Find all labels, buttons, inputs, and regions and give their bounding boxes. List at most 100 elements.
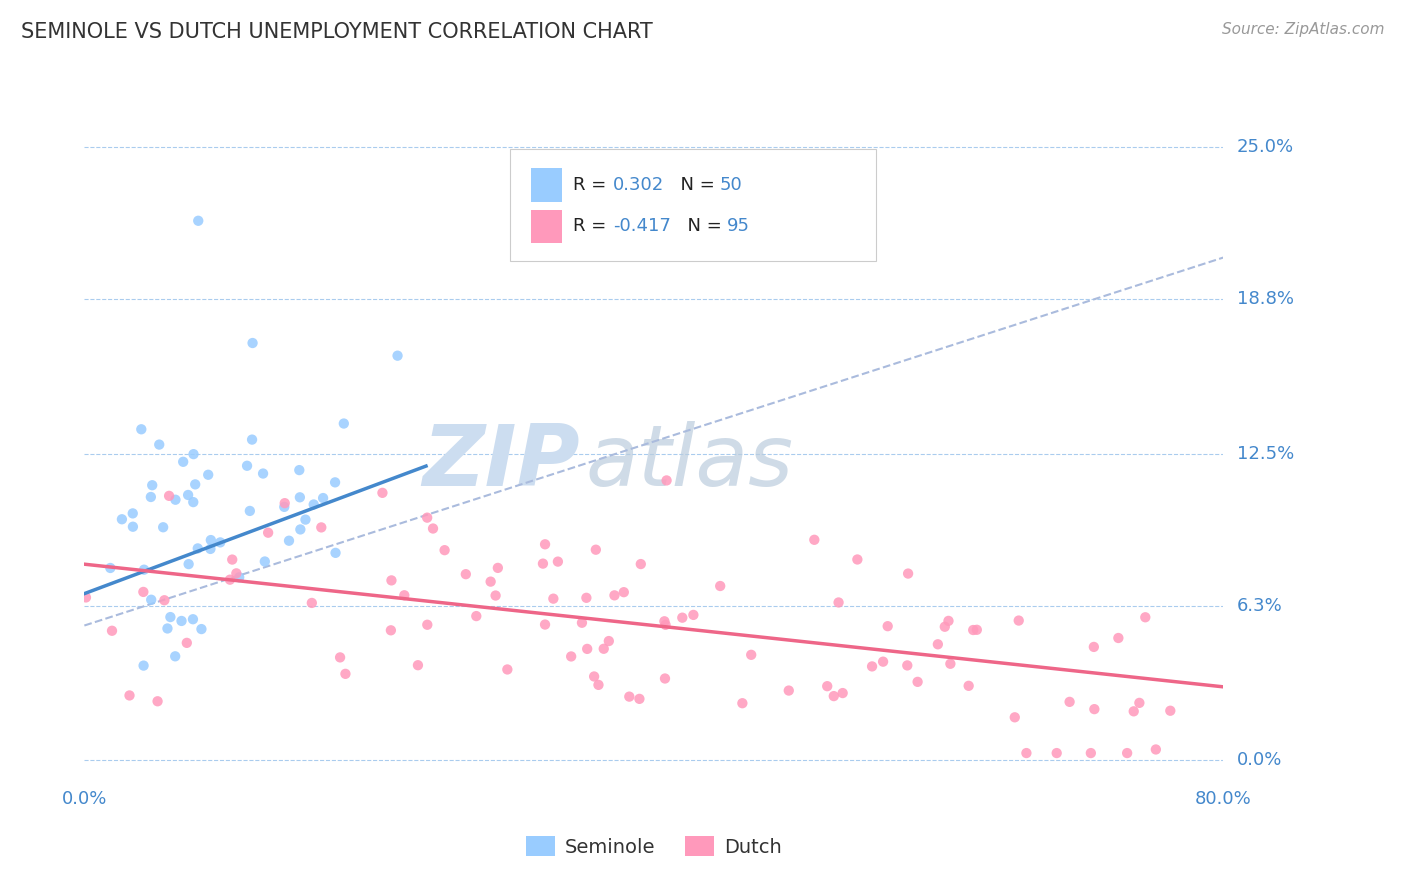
Point <box>709 579 731 593</box>
Point <box>1080 746 1102 760</box>
Point <box>146 694 169 708</box>
Point <box>671 610 693 624</box>
Point <box>288 463 311 477</box>
Point <box>583 669 606 683</box>
Point <box>1122 704 1144 718</box>
Text: 50: 50 <box>720 176 742 194</box>
Point <box>907 674 929 689</box>
Point <box>592 641 614 656</box>
Point <box>628 691 651 706</box>
Point <box>1015 746 1038 760</box>
Point <box>176 636 198 650</box>
Text: N =: N = <box>669 176 720 194</box>
Point <box>98 561 121 575</box>
Text: R =: R = <box>574 217 613 235</box>
Text: 95: 95 <box>727 217 749 235</box>
Point <box>938 614 960 628</box>
Point <box>118 689 141 703</box>
Point <box>731 696 754 710</box>
Point <box>654 615 676 629</box>
Point <box>897 566 920 581</box>
Point <box>416 617 439 632</box>
Point <box>1144 742 1167 756</box>
Point <box>654 672 676 686</box>
Text: R =: R = <box>574 176 613 194</box>
Point <box>571 615 593 630</box>
Point <box>177 488 200 502</box>
Point <box>1107 631 1129 645</box>
Point <box>273 500 295 514</box>
Point <box>603 588 626 602</box>
Point <box>387 349 409 363</box>
Point <box>153 593 176 607</box>
Point <box>302 498 325 512</box>
Point <box>406 658 429 673</box>
Point <box>630 557 652 571</box>
Point <box>962 623 984 637</box>
Point <box>585 542 607 557</box>
Point <box>253 554 276 568</box>
Point <box>184 477 207 491</box>
Point <box>181 612 204 626</box>
Point <box>141 592 163 607</box>
Text: Source: ZipAtlas.com: Source: ZipAtlas.com <box>1222 22 1385 37</box>
Point <box>740 648 762 662</box>
Point <box>1004 710 1026 724</box>
Point <box>619 690 641 704</box>
Point <box>876 619 898 633</box>
Point <box>242 336 264 351</box>
Text: 0.0%: 0.0% <box>1237 751 1282 770</box>
Point <box>183 447 205 461</box>
Point <box>165 492 187 507</box>
Point <box>422 522 444 536</box>
Text: -0.417: -0.417 <box>613 217 671 235</box>
Point <box>274 496 297 510</box>
Point <box>484 589 506 603</box>
Point <box>170 614 193 628</box>
Point <box>159 610 181 624</box>
Point <box>257 525 280 540</box>
Point <box>200 533 222 547</box>
Point <box>329 650 352 665</box>
Point <box>197 467 219 482</box>
Point <box>827 595 849 609</box>
Point <box>165 649 187 664</box>
Point <box>290 523 312 537</box>
Point <box>1135 610 1157 624</box>
Point <box>75 591 97 605</box>
Point <box>301 596 323 610</box>
Point <box>132 658 155 673</box>
Point <box>157 489 180 503</box>
Point <box>121 507 143 521</box>
Point <box>433 543 456 558</box>
Point <box>221 552 243 566</box>
Point <box>465 609 488 624</box>
Point <box>534 617 557 632</box>
Point <box>236 458 259 473</box>
Point <box>531 557 554 571</box>
Point <box>190 622 212 636</box>
Point <box>219 573 242 587</box>
Point <box>294 513 316 527</box>
Point <box>139 490 162 504</box>
Point <box>132 563 155 577</box>
Point <box>1083 702 1105 716</box>
Point <box>278 533 301 548</box>
Point <box>860 659 883 673</box>
Point <box>187 213 209 227</box>
Text: atlas: atlas <box>585 421 793 504</box>
Point <box>132 585 155 599</box>
Point <box>654 617 676 632</box>
Legend: Seminole, Dutch: Seminole, Dutch <box>519 829 789 864</box>
Text: 12.5%: 12.5% <box>1237 445 1295 463</box>
Point <box>131 422 153 436</box>
Point <box>1059 695 1081 709</box>
Point <box>655 474 678 488</box>
Text: SEMINOLE VS DUTCH UNEMPLOYMENT CORRELATION CHART: SEMINOLE VS DUTCH UNEMPLOYMENT CORRELATI… <box>21 22 652 42</box>
Point <box>966 623 988 637</box>
Point <box>1008 614 1031 628</box>
Point <box>228 570 250 584</box>
Point <box>1128 696 1150 710</box>
Text: 6.3%: 6.3% <box>1237 597 1282 615</box>
Point <box>187 541 209 556</box>
